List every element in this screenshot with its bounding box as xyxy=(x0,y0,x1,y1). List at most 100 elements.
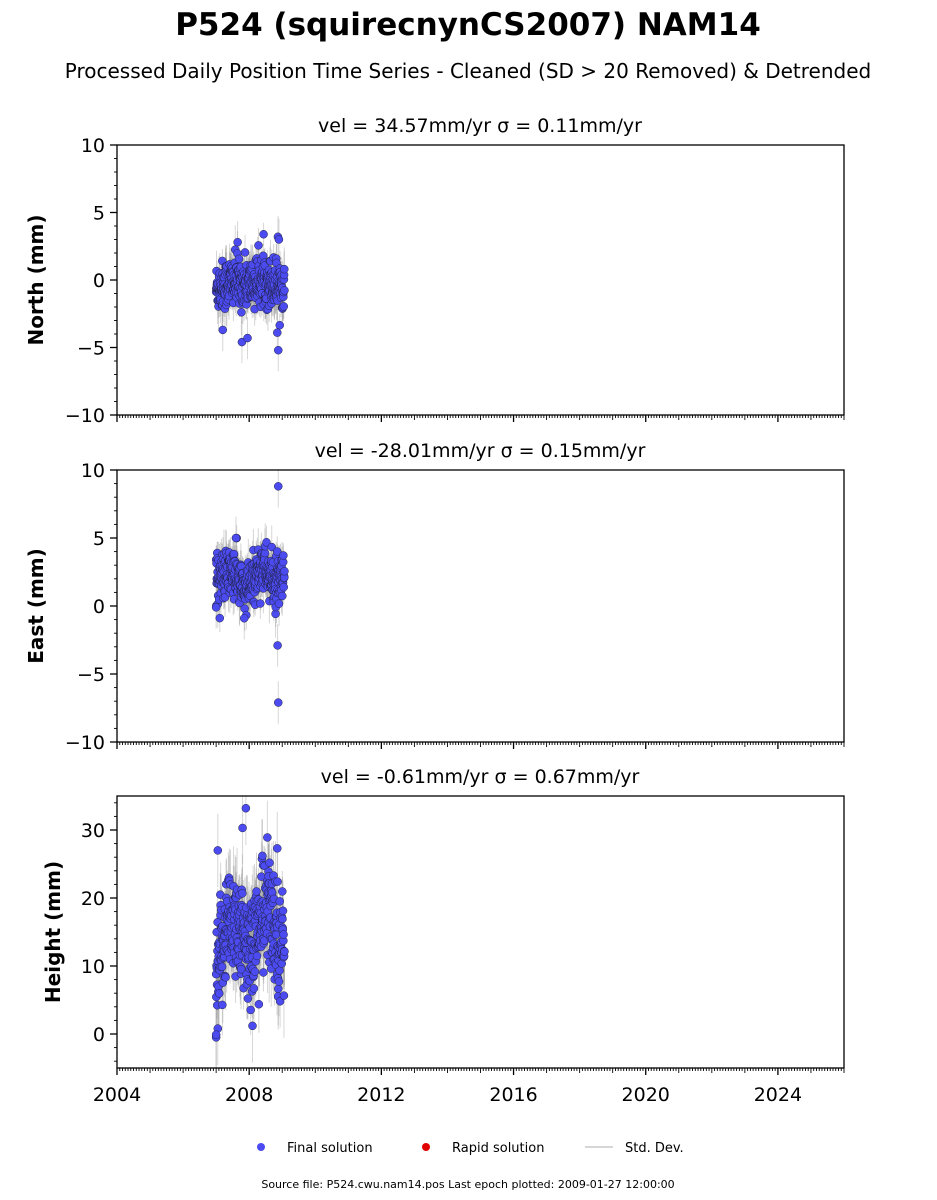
east-y-tick-label: 5 xyxy=(93,528,105,550)
east-data-point xyxy=(280,566,289,576)
east-data-point xyxy=(256,599,265,608)
height-data-point xyxy=(252,887,261,896)
east-y-tick-label: 10 xyxy=(81,460,105,482)
east-axes-frame xyxy=(116,469,845,743)
height-x-tick-label: 2024 xyxy=(754,1084,802,1106)
north-data-point xyxy=(273,328,282,337)
north-data-point xyxy=(218,325,227,335)
height-data-point xyxy=(248,1021,257,1031)
height-y-tick-label: 10 xyxy=(81,956,105,978)
north-plot-area: −10 −5 0 5 10 xyxy=(65,135,845,427)
east-data-point xyxy=(272,547,282,556)
east-plot-area: −10 −5 0 5 10 xyxy=(65,460,845,754)
height-data-point xyxy=(250,967,260,976)
height-panel-title: vel = -0.61mm/yr σ = 0.67mm/yr xyxy=(321,766,640,788)
height-data-point xyxy=(238,823,247,833)
east-data-point xyxy=(239,613,249,623)
height-data-point xyxy=(274,984,283,994)
height-data-point xyxy=(278,906,288,916)
height-data-point xyxy=(272,930,281,939)
height-data-point xyxy=(265,858,274,867)
north-data-point xyxy=(240,248,250,257)
height-data-point xyxy=(280,947,289,956)
north-y-tick-label: −10 xyxy=(65,405,105,427)
north-y-tick-label: 10 xyxy=(81,135,105,157)
height-data-point xyxy=(258,851,267,861)
east-y-tick-label: −5 xyxy=(77,664,105,686)
north-y-tick-label: 0 xyxy=(93,270,105,292)
height-plot-area: 2004 2008 2012 2016 2020 2024 0 10 20 30 xyxy=(81,795,845,1106)
height-data-point xyxy=(279,930,288,939)
height-data-point xyxy=(249,984,259,993)
north-data-point xyxy=(233,237,242,247)
legend-final-label: Final solution xyxy=(287,1141,373,1156)
height-data-point xyxy=(278,914,287,924)
east-axis-label: East (mm) xyxy=(24,548,48,664)
figure-subtitle: Processed Daily Position Time Series - C… xyxy=(65,59,871,83)
height-data-point xyxy=(274,977,284,986)
north-data-points xyxy=(211,230,289,355)
east-panel-title: vel = -28.01mm/yr σ = 0.15mm/yr xyxy=(315,440,646,462)
height-data-point xyxy=(221,973,230,982)
north-panel-title: vel = 34.57mm/yr σ = 0.11mm/yr xyxy=(318,115,642,137)
east-x-axis xyxy=(116,742,845,749)
north-data-point xyxy=(275,320,284,330)
height-data-point xyxy=(279,991,289,1000)
height-panel: vel = -0.61mm/yr σ = 0.67mm/yr Height (m… xyxy=(41,766,845,1106)
height-x-tick-label: 2016 xyxy=(489,1084,537,1106)
legend-final-marker xyxy=(257,1143,265,1151)
height-x-tick-label: 2004 xyxy=(93,1084,141,1106)
east-data-point xyxy=(274,482,283,491)
height-data-point xyxy=(217,962,227,972)
north-data-point xyxy=(243,333,252,343)
east-y-tick-label: −10 xyxy=(65,732,105,754)
height-y-tick-label: 0 xyxy=(93,1024,105,1046)
height-data-point xyxy=(275,897,284,906)
north-y-tick-label: −5 xyxy=(77,338,105,360)
height-data-point xyxy=(238,889,247,898)
north-data-point xyxy=(279,302,288,311)
legend-rapid-label: Rapid solution xyxy=(452,1141,544,1156)
north-panel: vel = 34.57mm/yr σ = 0.11mm/yr North (mm… xyxy=(24,115,845,427)
north-data-point xyxy=(280,286,289,295)
height-data-point xyxy=(263,833,272,842)
legend: Final solution Rapid solution Std. Dev. xyxy=(257,1141,684,1156)
height-data-point xyxy=(213,846,223,855)
height-data-point xyxy=(259,968,268,977)
north-data-point xyxy=(280,264,289,274)
east-data-point xyxy=(211,603,221,612)
north-axis-label: North (mm) xyxy=(24,214,48,345)
east-data-point xyxy=(273,641,282,650)
height-y-tick-label: 30 xyxy=(81,820,105,842)
east-data-point xyxy=(231,533,241,543)
north-data-point xyxy=(234,254,244,264)
height-data-point xyxy=(273,844,282,853)
height-x-tick-label: 2020 xyxy=(622,1084,670,1106)
east-y-axis: −10 −5 0 5 10 xyxy=(65,460,117,754)
east-data-point xyxy=(279,551,288,560)
height-data-point xyxy=(254,999,264,1009)
east-data-point xyxy=(274,698,283,707)
east-y-tick-label: 0 xyxy=(93,596,105,618)
height-axis-label: Height (mm) xyxy=(41,861,65,1003)
north-x-axis xyxy=(116,415,845,422)
north-y-axis: −10 −5 0 5 10 xyxy=(65,135,117,427)
east-data-point xyxy=(262,538,271,547)
height-data-point xyxy=(246,1005,255,1015)
figure-title: P524 (squirecnynCS2007) NAM14 xyxy=(175,7,761,43)
north-y-tick-label: 5 xyxy=(93,203,105,225)
east-panel: vel = -28.01mm/yr σ = 0.15mm/yr East (mm… xyxy=(24,440,845,754)
north-data-point xyxy=(258,251,268,261)
north-data-point xyxy=(274,345,283,355)
north-data-point xyxy=(254,241,263,250)
east-data-point xyxy=(274,599,284,608)
height-x-axis: 2004 2008 2012 2016 2020 2024 xyxy=(93,1068,845,1106)
north-data-point xyxy=(259,230,268,239)
height-data-point xyxy=(252,951,262,961)
east-data-point xyxy=(215,613,225,623)
east-data-points xyxy=(211,482,289,707)
height-y-axis: 0 10 20 30 xyxy=(81,802,117,1062)
height-data-point xyxy=(273,877,282,886)
height-x-tick-label: 2012 xyxy=(357,1084,405,1106)
